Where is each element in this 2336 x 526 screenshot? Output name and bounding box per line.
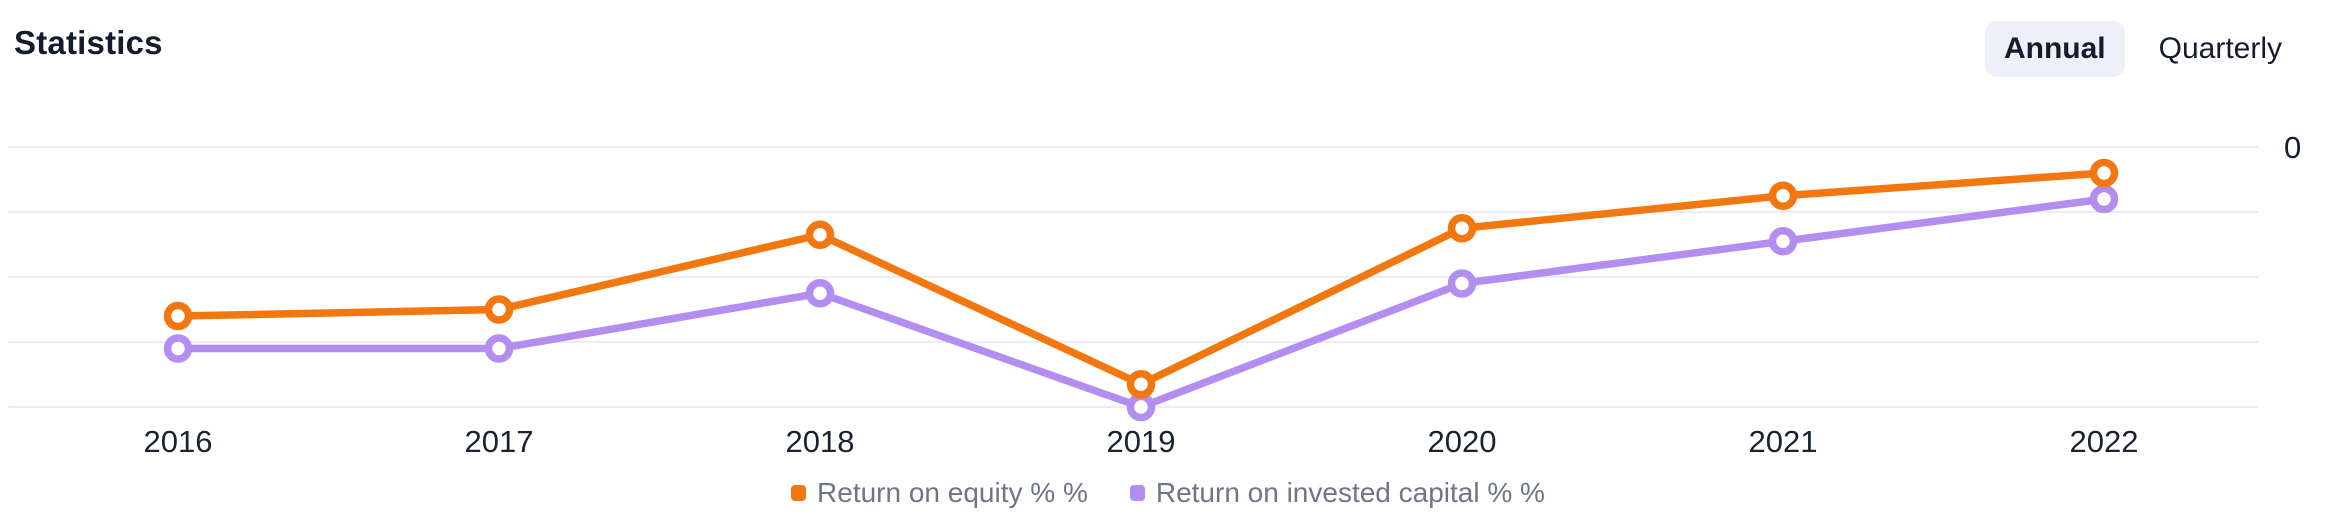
legend-swatch-icon	[1129, 485, 1145, 501]
data-point[interactable]	[1126, 392, 1156, 422]
page-title: Statistics	[14, 24, 163, 61]
data-point[interactable]	[163, 334, 193, 363]
data-point[interactable]	[1447, 214, 1477, 243]
x-axis-label: 2018	[785, 424, 855, 459]
data-point[interactable]	[1768, 227, 1798, 256]
legend-item[interactable]: Return on invested capital % %	[1129, 477, 1545, 509]
x-axis-label: 2022	[2069, 424, 2139, 459]
chart-area[interactable]	[0, 130, 2336, 430]
legend-label: Return on equity % %	[817, 477, 1088, 508]
legend-label: Return on invested capital % %	[1155, 477, 1545, 508]
data-point[interactable]	[2089, 158, 2119, 188]
x-axis-label: 2021	[1748, 424, 1818, 459]
data-point[interactable]	[1447, 269, 1477, 298]
legend-item[interactable]: Return on equity % %	[791, 477, 1088, 509]
data-point[interactable]	[805, 220, 835, 249]
period-toggle: Annual Quarterly	[1984, 21, 2286, 77]
x-axis-label: 2019	[1106, 424, 1176, 459]
x-axis: 2016 2017 2018 2019 2020 2021 2022	[0, 424, 2336, 466]
chart-legend: Return on equity % % Return on invested c…	[0, 477, 2336, 509]
series-line	[174, 169, 2108, 388]
y-axis-tick-label: 0	[2284, 130, 2302, 165]
data-point[interactable]	[1126, 370, 1156, 399]
data-point[interactable]	[805, 279, 835, 308]
x-axis-label: 2020	[1427, 424, 1497, 459]
x-axis-label: 2017	[464, 424, 534, 459]
legend-swatch-icon	[791, 485, 807, 501]
data-point[interactable]	[2089, 184, 2119, 214]
data-point[interactable]	[163, 301, 193, 331]
x-axis-label: 2016	[143, 424, 213, 459]
data-point[interactable]	[484, 334, 514, 363]
data-point[interactable]	[1768, 181, 1798, 210]
toggle-quarterly-button[interactable]: Quarterly	[2158, 32, 2282, 65]
data-point[interactable]	[484, 295, 514, 324]
chart-canvas	[8, 146, 2258, 422]
toggle-annual-button[interactable]: Annual	[1984, 21, 2125, 77]
